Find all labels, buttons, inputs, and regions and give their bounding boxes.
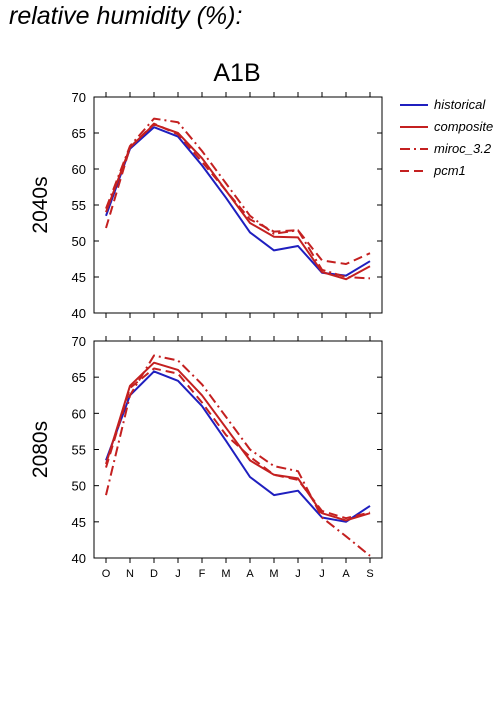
legend-entry-pcm1: pcm1 bbox=[400, 163, 466, 178]
x-tick-label: D bbox=[150, 568, 158, 580]
legend-entry-historical: historical bbox=[400, 97, 486, 112]
y-axis-label: 2080s bbox=[29, 421, 52, 478]
series-line-historical bbox=[105, 126, 371, 277]
scenario-title: A1B bbox=[213, 59, 260, 87]
legend-label-composite: composite bbox=[434, 119, 493, 134]
x-tick-label: M bbox=[221, 568, 230, 580]
y-tick-label: 65 bbox=[72, 370, 86, 385]
plot-frame bbox=[93, 96, 383, 314]
y-tick-label: 70 bbox=[72, 334, 86, 349]
legend: historical composite miroc_3.2 pcm1 bbox=[400, 97, 493, 178]
y-tick-label: 50 bbox=[72, 234, 86, 249]
y-tick-label: 45 bbox=[72, 270, 86, 285]
series-line-pcm1 bbox=[105, 367, 371, 520]
legend-entry-miroc: miroc_3.2 bbox=[400, 141, 492, 156]
x-tick-label: A bbox=[246, 568, 254, 580]
plot-frame bbox=[93, 340, 383, 559]
series-line-composite bbox=[105, 123, 371, 281]
x-tick-label: F bbox=[199, 568, 206, 580]
x-tick-label: J bbox=[175, 568, 181, 580]
panel-2080s: 40 45 50 55 60 65 70 O N D J F M A M J J A S 2080s bbox=[29, 334, 383, 580]
x-tick-label: A bbox=[342, 568, 350, 580]
legend-label-miroc: miroc_3.2 bbox=[434, 141, 492, 156]
x-tick-label: J bbox=[295, 568, 301, 580]
x-tick-label: J bbox=[319, 568, 325, 580]
y-tick-label: 60 bbox=[72, 406, 86, 421]
y-axis-label: 2040s bbox=[29, 176, 52, 233]
y-tick-label: 55 bbox=[72, 198, 86, 213]
y-tick-label: 40 bbox=[72, 306, 86, 321]
series-line-pcm1 bbox=[105, 122, 371, 265]
y-tick-label: 45 bbox=[72, 515, 86, 530]
x-tick-label: M bbox=[269, 568, 278, 580]
series-line-composite bbox=[105, 361, 371, 522]
y-tick-label: 65 bbox=[72, 126, 86, 141]
x-tick-label: N bbox=[126, 568, 134, 580]
y-tick-label: 60 bbox=[72, 162, 86, 177]
series-line-miroc-3-2 bbox=[105, 354, 371, 557]
y-tick-label: 55 bbox=[72, 443, 86, 458]
panel-2040s: 40 45 50 55 60 65 70 2040s bbox=[29, 90, 383, 321]
y-tick-label: 50 bbox=[72, 479, 86, 494]
legend-entry-composite: composite bbox=[400, 119, 493, 134]
page-title: relative humidity (%): bbox=[9, 2, 243, 30]
y-tick-label: 40 bbox=[72, 551, 86, 566]
series-line-historical bbox=[105, 370, 371, 523]
x-tick-label: O bbox=[102, 568, 111, 580]
x-tick-label: S bbox=[366, 568, 373, 580]
legend-label-historical: historical bbox=[434, 97, 486, 112]
series-line-miroc-3-2 bbox=[105, 117, 371, 280]
legend-label-pcm1: pcm1 bbox=[433, 163, 466, 178]
y-tick-label: 70 bbox=[72, 90, 86, 105]
